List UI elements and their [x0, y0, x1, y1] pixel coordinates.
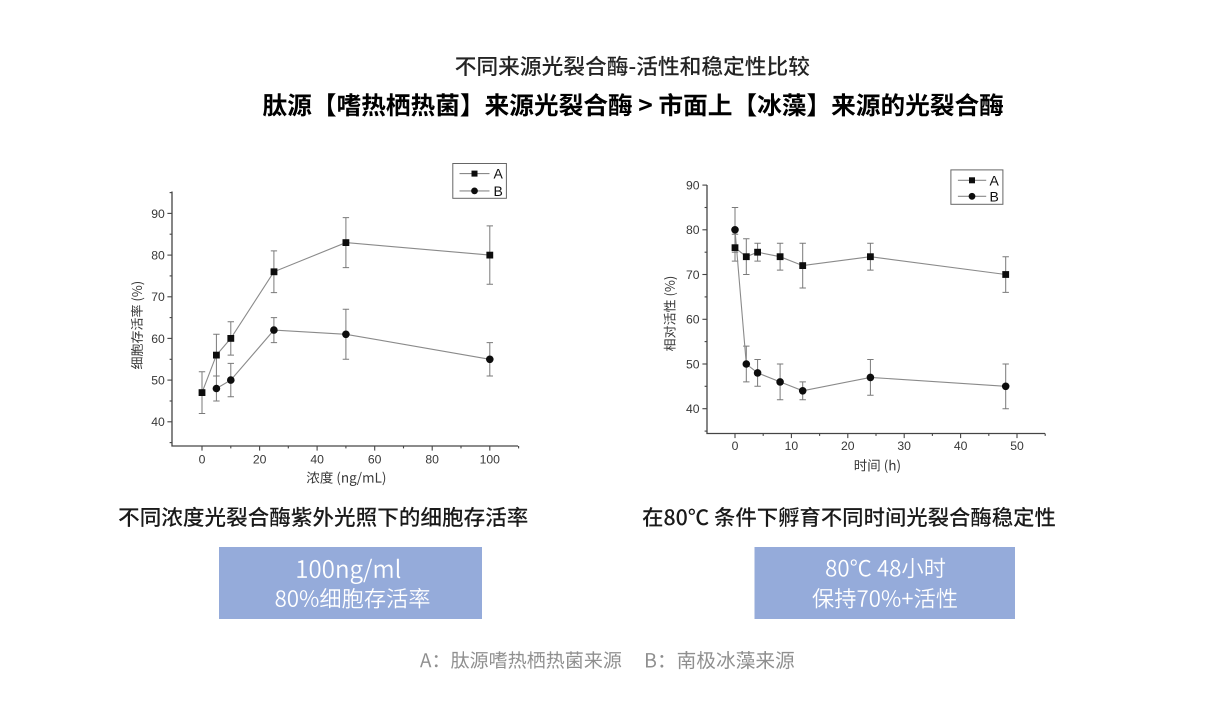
svg-text:20: 20	[841, 439, 855, 453]
svg-text:B: B	[494, 183, 503, 199]
svg-text:40: 40	[686, 402, 700, 416]
svg-text:90: 90	[686, 179, 700, 193]
svg-text:60: 60	[151, 332, 165, 346]
svg-text:10: 10	[785, 439, 799, 453]
svg-text:80: 80	[425, 452, 439, 466]
svg-text:100: 100	[480, 452, 501, 466]
svg-text:70: 70	[151, 290, 165, 304]
svg-text:30: 30	[897, 439, 911, 453]
svg-text:40: 40	[310, 452, 324, 466]
svg-text:0: 0	[732, 439, 739, 453]
svg-text:80: 80	[151, 249, 165, 263]
svg-text:A: A	[494, 166, 504, 182]
svg-text:60: 60	[368, 452, 382, 466]
svg-text:50: 50	[151, 374, 165, 388]
svg-text:80: 80	[686, 223, 700, 237]
svg-text:40: 40	[151, 415, 165, 429]
svg-text:50: 50	[686, 357, 700, 371]
svg-text:20: 20	[253, 452, 267, 466]
svg-text:60: 60	[686, 313, 700, 327]
svg-text:0: 0	[199, 452, 206, 466]
svg-text:50: 50	[1010, 439, 1024, 453]
svg-text:70: 70	[686, 268, 700, 282]
svg-text:90: 90	[151, 207, 165, 221]
svg-text:40: 40	[954, 439, 968, 453]
svg-text:A: A	[990, 172, 1000, 188]
svg-text:B: B	[990, 188, 999, 204]
